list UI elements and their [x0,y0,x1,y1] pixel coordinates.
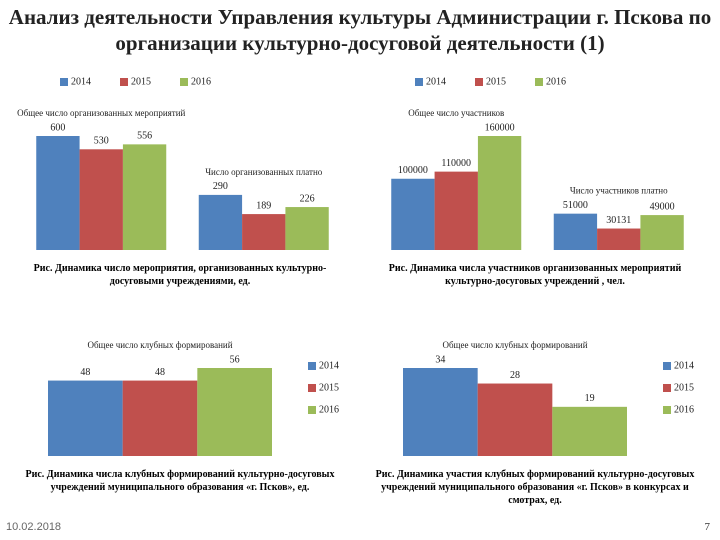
legend-label: 2014 [71,76,91,87]
bar [36,136,80,250]
chart: 2014 2015 2016 600 530 556 Общее число организ… [17,76,329,250]
chart-caption: Рис. Динамика число мероприятия, организ… [33,263,327,287]
legend-label: 2015 [319,382,339,393]
legend-swatch [415,78,423,86]
legend-swatch [120,78,128,86]
category-label: Общее число организованных мероприятий [17,108,185,118]
legend-label: 2015 [486,76,506,87]
category-label: Общее число участников [408,108,504,118]
legend-swatch [663,362,671,370]
bar [198,194,243,250]
data-label: 600 [50,122,65,133]
legend-label: 2016 [674,404,694,415]
legend-label: 2014 [319,360,339,371]
legend-swatch [180,78,188,86]
category-label: Общее число клубных формирований [87,340,232,350]
legend-swatch [308,406,316,414]
data-label: 49000 [650,201,675,212]
bar [477,136,522,250]
legend-swatch [308,384,316,392]
legend-label: 2014 [674,360,694,371]
legend-swatch [663,406,671,414]
data-label: 160000 [485,122,515,133]
bar [79,149,123,250]
bar [597,228,641,250]
chart: 2014 2015 2016 34 28 19 Общее число клубных фо… [403,340,694,456]
bar [552,406,627,456]
legend-swatch [663,384,671,392]
legend-label: 2015 [674,382,694,393]
legend-swatch [308,362,316,370]
legend-label: 2016 [319,404,339,415]
legend-swatch [60,78,68,86]
legend-label: 2016 [546,76,566,87]
bar [242,214,286,250]
page-number: 7 [704,521,711,533]
data-label: 28 [510,370,520,381]
legend-label: 2014 [426,76,446,87]
bar [122,144,167,250]
data-label: 556 [137,131,152,142]
data-label: 110000 [441,158,471,169]
chart-caption: Рис. Динамика участия клубных формирован… [375,469,695,506]
data-label: 48 [155,367,165,378]
legend-swatch [475,78,483,86]
bar [285,207,329,250]
data-label: 226 [300,193,315,204]
slide-title: Анализ деятельности Управления культуры … [8,5,712,55]
date: 10.02.2018 [6,521,62,533]
data-label: 290 [213,181,228,192]
data-label: 34 [435,354,445,365]
category-label: Общее число клубных формирований [442,340,587,350]
data-label: 48 [80,367,90,378]
bar [403,368,478,456]
bar [197,368,272,456]
category-label: Число организованных платно [205,167,323,177]
data-label: 30131 [606,215,631,226]
bar [391,178,435,250]
data-label: 530 [94,136,109,147]
data-label: 19 [585,393,595,404]
data-label: 56 [230,354,240,365]
category-label: Число участников платно [570,186,668,196]
bar [434,171,478,250]
bar [553,213,598,250]
chart-caption: Рис. Динамика числа клубных формирований… [25,469,335,493]
data-label: 51000 [563,200,588,211]
data-label: 100000 [398,165,428,176]
bar [122,380,198,456]
bar [640,215,684,250]
chart: 2014 2015 2016 48 48 56 Общее число клубных фо… [48,340,339,456]
data-label: 189 [256,200,271,211]
bar [48,380,123,456]
legend-swatch [535,78,543,86]
bar [477,383,553,456]
chart: 2014 2015 2016 100000 110000 160000 Общее числ… [391,76,684,250]
chart-caption: Рис. Динамика числа участников организов… [388,263,682,287]
legend-label: 2016 [191,76,211,87]
legend-label: 2015 [131,76,151,87]
